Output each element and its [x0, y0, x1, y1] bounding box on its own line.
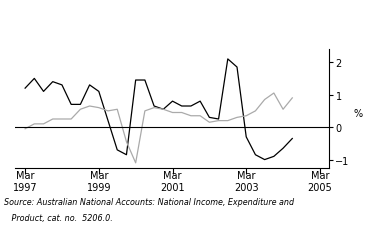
Text: Mar
2001: Mar 2001 — [160, 170, 185, 192]
Text: Product, cat. no.  5206.0.: Product, cat. no. 5206.0. — [4, 213, 113, 222]
Text: Mar
1997: Mar 1997 — [13, 170, 37, 192]
Text: Source: Australian National Accounts: National Income, Expenditure and: Source: Australian National Accounts: Na… — [4, 197, 294, 206]
Text: Mar
1999: Mar 1999 — [87, 170, 111, 192]
Text: Mar
2003: Mar 2003 — [234, 170, 259, 192]
Text: Mar
2005: Mar 2005 — [308, 170, 332, 192]
Y-axis label: %: % — [353, 109, 363, 119]
